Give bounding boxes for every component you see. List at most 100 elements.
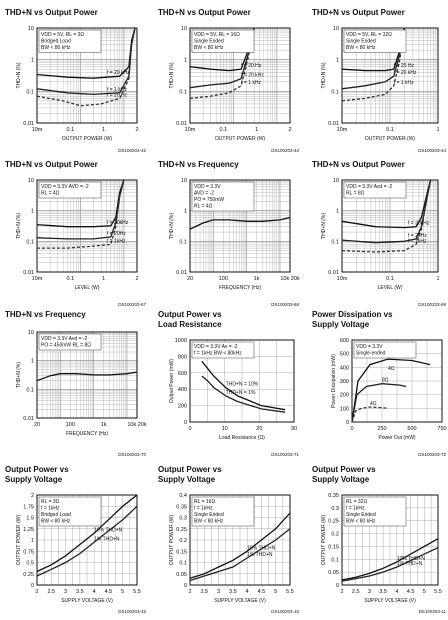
x-tick-label: 5 (423, 589, 426, 595)
y-tick-label: 0.4 (179, 493, 187, 499)
legend-box (353, 341, 417, 359)
x-tick-label: 3 (64, 589, 67, 595)
x-tick-label: 10k 20k (280, 276, 300, 282)
y-tick-label: 0.1 (26, 387, 34, 393)
legend-box (38, 496, 102, 527)
series-line (36, 494, 138, 573)
x-axis-label: LEVEL (W) (378, 285, 403, 291)
y-tick-label: 10 (28, 330, 34, 336)
y-tick-label: 10 (333, 26, 339, 32)
x-tick-label: 4 (246, 589, 249, 595)
series-line (341, 179, 432, 229)
y-tick-label: 1 (31, 359, 34, 365)
x-tick-label: 250 (377, 426, 386, 432)
chart-svg: 2 2.5 3 3.5 4 4.5 5 5.5 0.4 0.35 0.3 0.25 0.2 0.15 0.1… (169, 493, 299, 614)
legend-entry: VDD = 5V, RL = 3Ω (41, 32, 84, 38)
x-axis-label: SUPPLY VOLTAGE (V) (364, 598, 416, 604)
y-tick-label: 0.01 (328, 121, 339, 127)
series-annotation: f = 20 kHz (241, 73, 264, 79)
legend-entry: f = 1kHz (41, 506, 60, 512)
chart-title: THD+N vs Output Power (312, 8, 405, 17)
y-tick-label: 1 (31, 209, 34, 215)
x-tick-label: 4.5 (105, 589, 113, 595)
legend-entry: Single Ended (194, 39, 224, 45)
y-tick-label: 0.05 (328, 570, 339, 576)
y-tick-label: 0.2 (331, 532, 339, 538)
legend-entry: BW < 80 kHz (194, 45, 224, 51)
series-annotation: 10% THD+N (94, 527, 123, 533)
figure-code: DS100203-67 (118, 302, 146, 307)
x-tick-label: 4 (395, 589, 398, 595)
series-annotation: 4Ω (370, 401, 377, 407)
chart-svg: 10m 0.1 1 2 10 1 0.1 0.01 OUTPUT POWER (W) THD+N … (169, 26, 299, 153)
series-line (341, 538, 439, 581)
x-axis-label: SUPPLY VOLTAGE (V) (61, 598, 113, 604)
chart-panel: THD+N vs Frequency 20 100 1k 10k 20k 10 1 0.1 0.… (158, 160, 301, 308)
series-line (189, 216, 291, 230)
chart-svg: 20 100 1k 10k 20k 10 1 0.1 0.01 FREQUENCY (Hz) TH… (16, 330, 147, 457)
x-tick-label: 100 (219, 276, 228, 282)
x-tick-label: 3.5 (76, 589, 84, 595)
x-tick-label: 750 (437, 426, 446, 432)
y-tick-label: 0.15 (328, 544, 339, 550)
y-axis-label: Power Dissipation (mW) (331, 354, 337, 408)
legend-entry: Single Ended (346, 39, 376, 45)
y-axis-label: THD+N (%) (321, 213, 327, 239)
chart-panel: Output Power vs Supply Voltage 2 2.5 3 3.5 4 4… (312, 465, 448, 615)
y-tick-label: 0.35 (176, 504, 187, 510)
x-tick-label: 100 (66, 422, 75, 428)
legend-entry: BW < 80 kHz (41, 45, 71, 51)
chart-title: THD+N vs Output Power (5, 8, 98, 17)
series-line (36, 505, 138, 577)
series-annotation: f = 20kHz (107, 220, 129, 226)
y-tick-label: 0.75 (23, 549, 34, 555)
chart-panel: Power Dissipation vs Supply Voltage 0 250 5… (312, 310, 448, 458)
x-tick-label: 10m (185, 127, 196, 133)
figure-code: DS100203-42 (118, 148, 146, 153)
figure-code: DS100203-70 (118, 452, 146, 457)
x-tick-label: 2 (340, 589, 343, 595)
chart-title: THD+N vs Output Power (5, 160, 98, 169)
x-axis-label: Power Out (mW) (378, 435, 416, 441)
chart-title: Output Power vs Supply Voltage (158, 465, 222, 484)
series-annotation: f = 1kHz (408, 238, 427, 244)
plot-frame (351, 339, 443, 423)
legend-entry: AVD = -2 (194, 191, 214, 197)
plot-frame (189, 179, 291, 273)
figure-code: DS100203-68 (271, 302, 299, 307)
x-axis-label: FREQUENCY (Hz) (66, 431, 108, 437)
legend-box (191, 29, 255, 53)
y-tick-label: 1 (31, 58, 34, 64)
series-line (201, 375, 286, 413)
legend-entry: VDD = 3.3V AVD = -2 (41, 184, 89, 190)
series-annotation: THD+N = 1% (226, 390, 256, 396)
series-line (36, 179, 125, 228)
x-tick-label: 20 (187, 276, 193, 282)
x-tick-label: 20 (34, 422, 40, 428)
series-annotation: f = 20 Hz (394, 63, 415, 69)
chart-panel: Output Power vs Supply Voltage 2 2.5 3 3.5 4 4… (5, 465, 148, 615)
x-tick-label: 5 (274, 589, 277, 595)
y-tick-label: 0.1 (179, 239, 187, 245)
series-line (36, 27, 136, 107)
legend-entry: RL = 32Ω (346, 499, 367, 505)
legend-entry: VDD = 3.3V (194, 184, 221, 190)
plot-frame (341, 27, 439, 124)
y-tick-label: 200 (340, 393, 349, 399)
y-tick-label: 0.1 (26, 89, 34, 95)
legend-entry: BW < 80 kHz (346, 519, 376, 525)
x-tick-label: 0 (188, 426, 191, 432)
x-tick-label: 3.5 (379, 589, 387, 595)
plot-frame (341, 494, 439, 586)
plot-frame (341, 179, 439, 273)
x-tick-label: 30 (291, 426, 297, 432)
x-tick-label: 3 (217, 589, 220, 595)
chart-panel: THD+N vs Output Power 10m 0.1 1 2 10 1 0.1 0.01 L… (5, 160, 148, 308)
y-axis-label: THD+N (%) (169, 213, 175, 239)
chart-title: Output Power vs Supply Voltage (5, 465, 69, 484)
y-axis-label: THD+N (%) (169, 62, 175, 88)
chart-svg: 2 2.5 3 3.5 4 4.5 5 5.5 0.35 0.3 0.25 0.2 0.15 0.1 0.0… (321, 493, 446, 614)
y-axis-label: Output Power (mW) (169, 359, 175, 404)
y-tick-label: 400 (178, 387, 187, 393)
chart-title: THD+N vs Frequency (158, 160, 239, 169)
